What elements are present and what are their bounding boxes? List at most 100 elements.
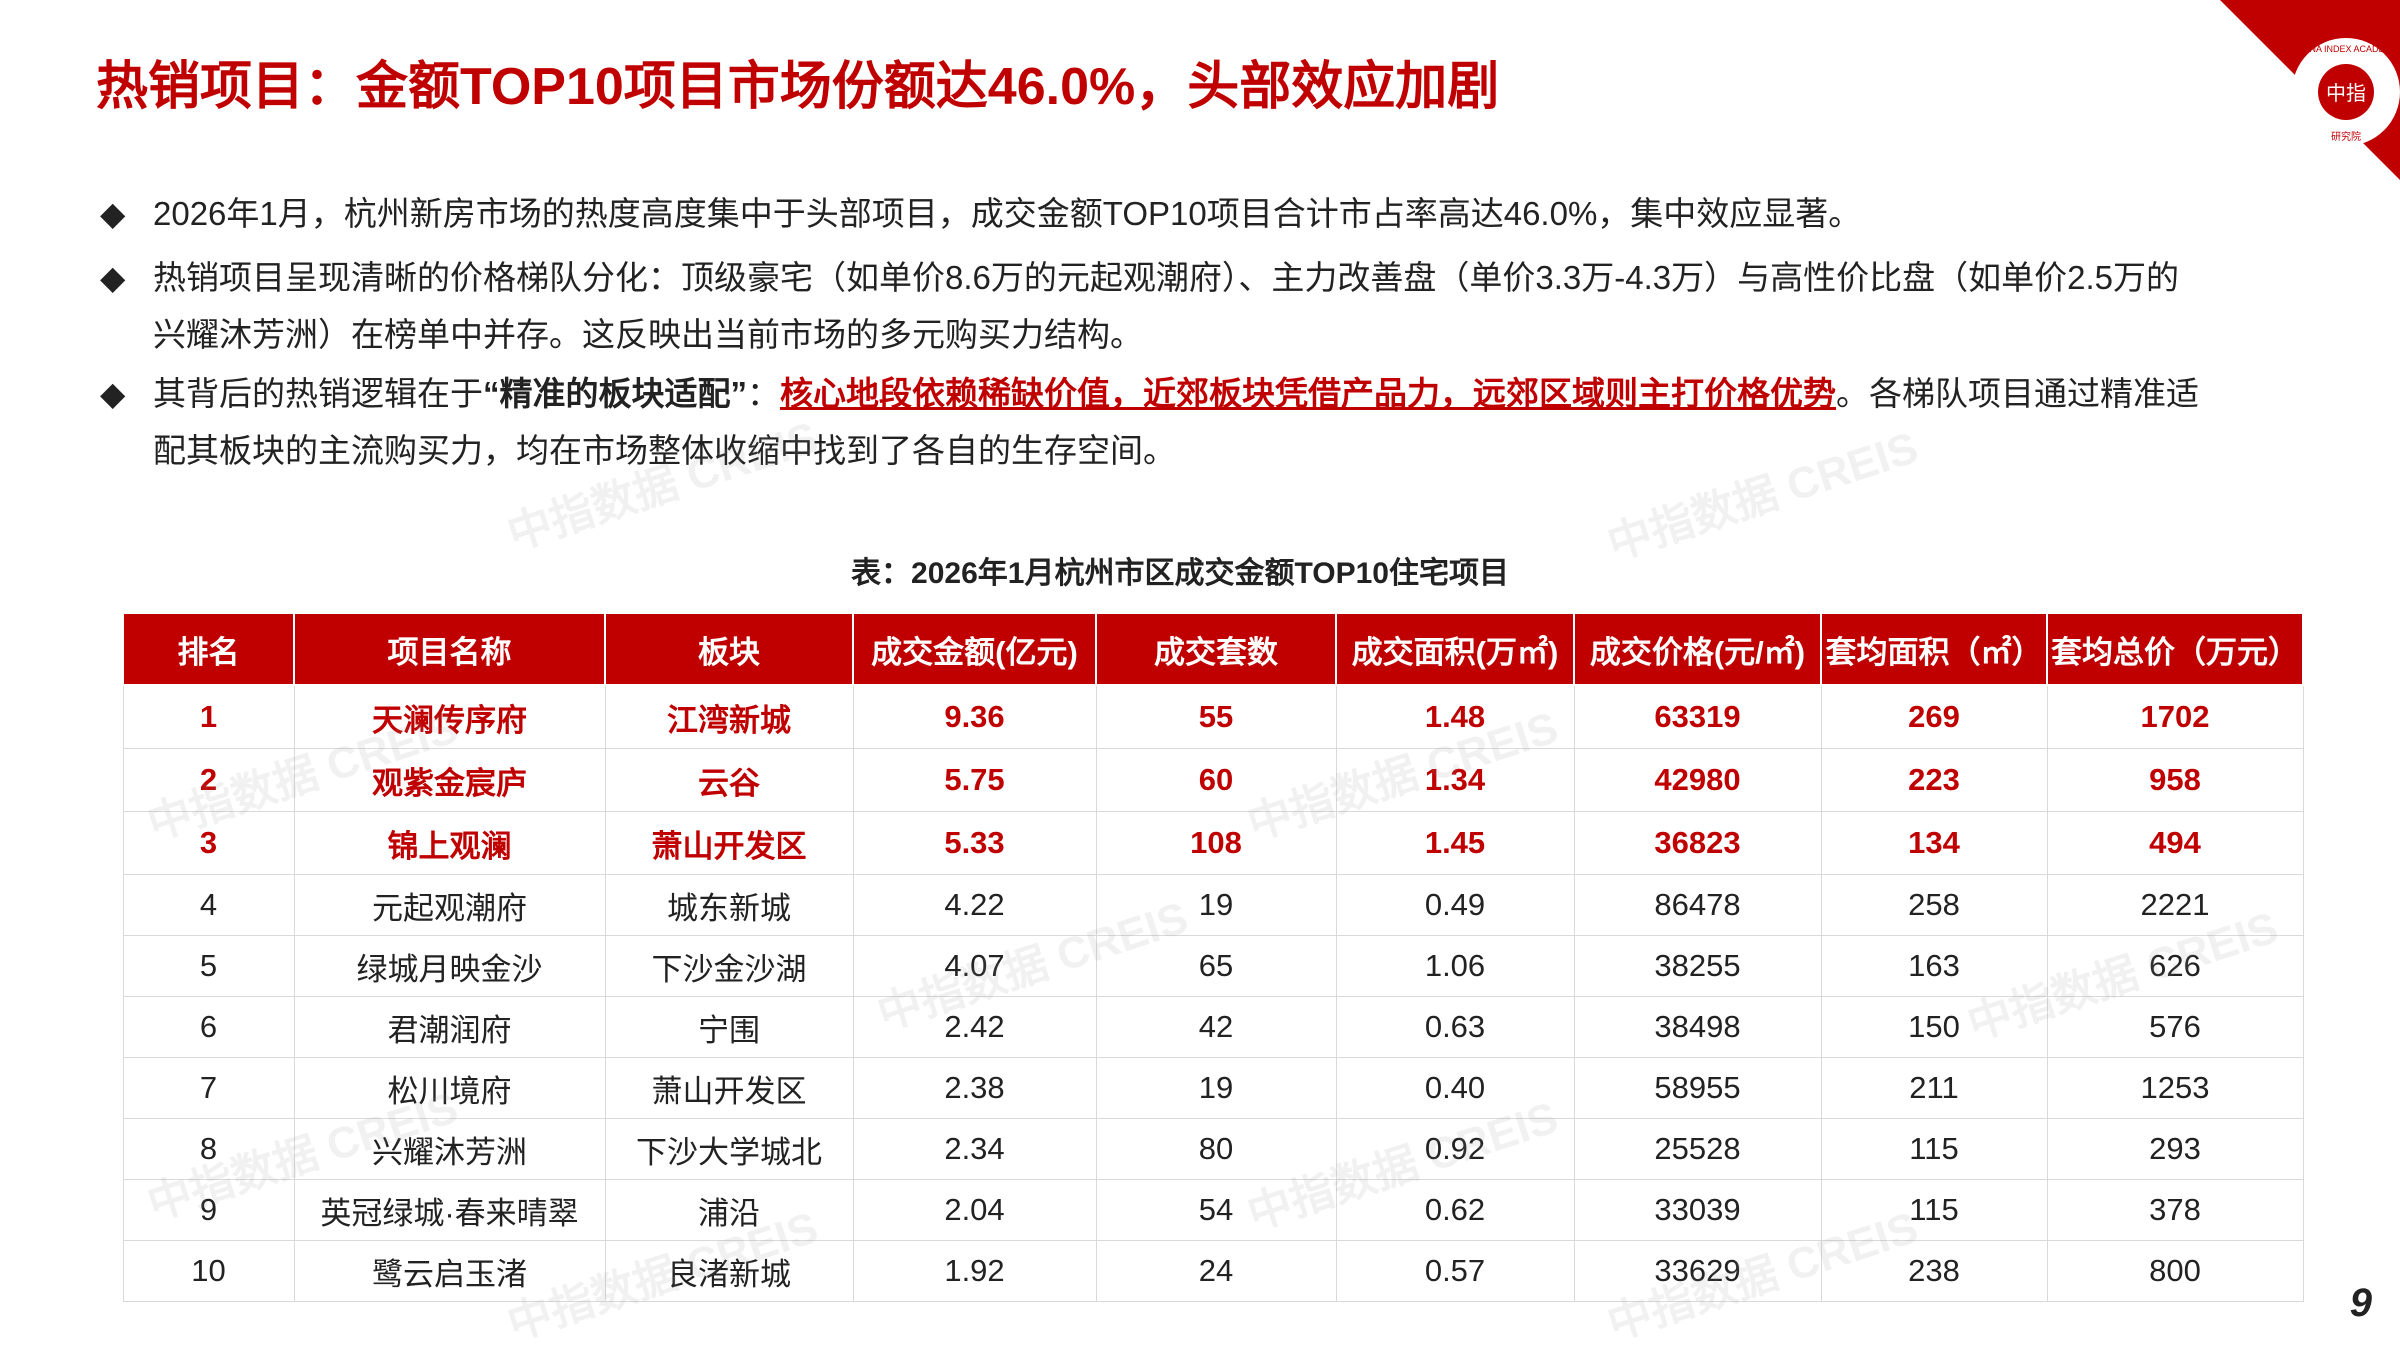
table-cell: 2.38 <box>852 1057 1097 1119</box>
table-cell: 115 <box>1820 1179 2048 1241</box>
column-header: 成交价格(元/㎡) <box>1573 612 1822 686</box>
table-cell: 鹭云启玉渚 <box>293 1240 606 1302</box>
table-cell: 9 <box>122 1179 295 1241</box>
table-cell: 223 <box>1820 748 2048 812</box>
bullet: ◆ 2026年1月，杭州新房市场的热度高度集中于头部项目，成交金额TOP10项目合… <box>100 195 1862 232</box>
table-cell: 下沙金沙湖 <box>604 935 854 997</box>
table-cell: 1253 <box>2046 1057 2304 1119</box>
bullet-text: 热销项目呈现清晰的价格梯队分化：顶级豪宅（如单价8.6万的元起观潮府）、主力改善… <box>153 259 2179 353</box>
table-row: 1 天澜传序府 江湾新城 9.36 55 1.48 63319 269 1702 <box>122 684 2304 749</box>
column-header: 成交面积(万㎡) <box>1335 612 1575 686</box>
table-cell: 1.92 <box>852 1240 1097 1302</box>
table-cell: 86478 <box>1573 874 1822 936</box>
table-cell: 60 <box>1095 748 1337 812</box>
table-cell: 3 <box>122 811 295 875</box>
table-cell: 江湾新城 <box>604 684 854 749</box>
table-cell: 0.57 <box>1335 1240 1575 1302</box>
table-cell: 8 <box>122 1118 295 1180</box>
table-cell: 163 <box>1820 935 2048 997</box>
table-cell: 6 <box>122 996 295 1058</box>
logo-bottom: 研究院 <box>2331 130 2361 143</box>
column-header: 项目名称 <box>293 612 606 686</box>
table-cell: 4 <box>122 874 295 936</box>
table-cell: 25528 <box>1573 1118 1822 1180</box>
table-cell: 150 <box>1820 996 2048 1058</box>
table-cell: 0.92 <box>1335 1118 1575 1180</box>
table-cell: 萧山开发区 <box>604 811 854 875</box>
table-cell: 1 <box>122 684 295 749</box>
bullet-text: 2026年1月，杭州新房市场的热度高度集中于头部项目，成交金额TOP10项目合计… <box>153 195 1862 232</box>
table-cell: 元起观潮府 <box>293 874 606 936</box>
table-cell: 9.36 <box>852 684 1097 749</box>
table-cell: 萧山开发区 <box>604 1057 854 1119</box>
table-cell: 宁围 <box>604 996 854 1058</box>
table-cell: 0.49 <box>1335 874 1575 936</box>
table-caption: 表：2026年1月杭州市区成交金额TOP10住宅项目 <box>851 557 1509 590</box>
table-cell: 锦上观澜 <box>293 811 606 875</box>
table-cell: 云谷 <box>604 748 854 812</box>
table-cell: 天澜传序府 <box>293 684 606 749</box>
table-cell: 293 <box>2046 1118 2304 1180</box>
bullet-emphasis: “精准的板块适配” <box>483 375 747 412</box>
table-cell: 63319 <box>1573 684 1822 749</box>
table-cell: 1.48 <box>1335 684 1575 749</box>
table-cell: 80 <box>1095 1118 1337 1180</box>
page-number: 9 <box>2349 1281 2372 1325</box>
table-cell: 36823 <box>1573 811 1822 875</box>
table-cell: 58955 <box>1573 1057 1822 1119</box>
table-row: 6 君潮润府 宁围 2.42 42 0.63 38498 150 576 <box>122 996 2304 1058</box>
table-cell: 1702 <box>2046 684 2304 749</box>
table-cell: 良渚新城 <box>604 1240 854 1302</box>
table-cell: 10 <box>122 1240 295 1302</box>
table-cell: 134 <box>1820 811 2048 875</box>
table-cell: 绿城月映金沙 <box>293 935 606 997</box>
corner-decoration: 中指 CHINA INDEX ACADEMY 研究院 <box>2220 0 2400 180</box>
table-cell: 42980 <box>1573 748 1822 812</box>
table-cell: 24 <box>1095 1240 1337 1302</box>
table-cell: 1.06 <box>1335 935 1575 997</box>
column-header: 板块 <box>604 612 854 686</box>
table-cell: 55 <box>1095 684 1337 749</box>
table-cell: 0.62 <box>1335 1179 1575 1241</box>
table-row: 5 绿城月映金沙 下沙金沙湖 4.07 65 1.06 38255 163 626 <box>122 935 2304 997</box>
table-cell: 626 <box>2046 935 2304 997</box>
bullet-highlight: 核心地段依赖稀缺价值，近郊板块凭借产品力，远郊区域则主打价格优势 <box>780 375 1836 412</box>
table-cell: 19 <box>1095 1057 1337 1119</box>
table-row: 10 鹭云启玉渚 良渚新城 1.92 24 0.57 33629 238 800 <box>122 1240 2304 1302</box>
bullet-text: 。各梯队项目通过精准适配其板块的主流购买力，均在市场整体收缩中找到了各自的生存空… <box>153 375 2199 469</box>
table-row: 8 兴耀沐芳洲 下沙大学城北 2.34 80 0.92 25528 115 293 <box>122 1118 2304 1180</box>
table-cell: 浦沿 <box>604 1179 854 1241</box>
logo-center: 中指 <box>2326 82 2366 105</box>
table-cell: 5.33 <box>852 811 1097 875</box>
table-cell: 54 <box>1095 1179 1337 1241</box>
table-cell: 38255 <box>1573 935 1822 997</box>
data-table: 排名 项目名称 板块 成交金额(亿元) 成交套数 成交面积(万㎡) 成交价格(元/㎡) 套均面… <box>122 612 2304 1302</box>
logo-top: CHINA INDEX ACADEMY <box>2294 44 2398 54</box>
table-cell: 494 <box>2046 811 2304 875</box>
table-cell: 2221 <box>2046 874 2304 936</box>
table-cell: 5 <box>122 935 295 997</box>
title: 热销项目：金额TOP10项目市场份额达46.0%，头部效应加剧 <box>96 58 1500 116</box>
table-cell: 2.04 <box>852 1179 1097 1241</box>
table-row: 4 元起观潮府 城东新城 4.22 19 0.49 86478 258 2221 <box>122 874 2304 936</box>
column-header: 成交套数 <box>1095 612 1337 686</box>
table-cell: 7 <box>122 1057 295 1119</box>
table-cell: 5.75 <box>852 748 1097 812</box>
table-cell: 2.34 <box>852 1118 1097 1180</box>
bullet-text: ： <box>747 375 780 412</box>
table-cell: 378 <box>2046 1179 2304 1241</box>
column-header: 套均面积（㎡） <box>1820 612 2048 686</box>
table-cell: 258 <box>1820 874 2048 936</box>
table-cell: 211 <box>1820 1057 2048 1119</box>
table-cell: 英冠绿城·春来晴翠 <box>293 1179 606 1241</box>
table-row: 3 锦上观澜 萧山开发区 5.33 108 1.45 36823 134 494 <box>122 811 2304 875</box>
bullet: ◆ 其背后的热销逻辑在于“精准的板块适配”：核心地段依赖稀缺价值，近郊板块凭借产品… <box>100 375 2199 469</box>
table-cell: 33629 <box>1573 1240 1822 1302</box>
table-cell: 0.63 <box>1335 996 1575 1058</box>
table-row: 2 观紫金宸庐 云谷 5.75 60 1.34 42980 223 958 <box>122 748 2304 812</box>
table-cell: 958 <box>2046 748 2304 812</box>
table-cell: 238 <box>1820 1240 2048 1302</box>
table-cell: 1.45 <box>1335 811 1575 875</box>
table-cell: 下沙大学城北 <box>604 1118 854 1180</box>
